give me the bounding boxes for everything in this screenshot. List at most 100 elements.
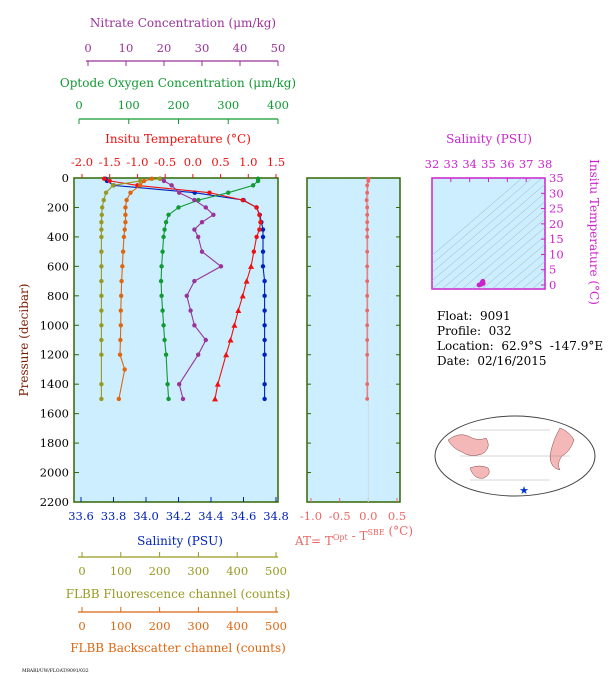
backscatter-point — [128, 190, 133, 195]
nitrate-point — [192, 323, 197, 328]
temperature-point — [251, 249, 257, 254]
temperature-point — [107, 178, 112, 184]
at-point — [366, 179, 371, 183]
fluorescence-point — [99, 381, 104, 387]
oxygen-point — [255, 178, 261, 184]
temperature-point — [240, 197, 245, 203]
fluorescence-tick-label: 400 — [226, 564, 248, 578]
salinity-point — [262, 337, 267, 343]
backscatter-point — [122, 227, 127, 232]
salinity-point — [260, 249, 266, 254]
ts-salinity-tick-label: 36 — [500, 157, 515, 171]
backscatter-point — [118, 337, 123, 343]
at-point — [365, 293, 370, 298]
backscatter-tick-label: 0 — [78, 619, 85, 633]
ts-temperature-tick-label: 35 — [549, 171, 564, 185]
nitrate-point — [180, 396, 186, 402]
oxygen-tick-label: 200 — [168, 98, 190, 112]
main-plot-area — [73, 177, 279, 503]
backscatter-point — [123, 205, 128, 210]
nitrate-tick-label: 40 — [233, 41, 248, 55]
profile-id: Profile: 032 — [437, 324, 512, 338]
backscatter-tick-label: 200 — [149, 619, 171, 633]
ts-density-contour — [432, 178, 523, 256]
oxygen-point — [226, 190, 231, 195]
nitrate-point — [211, 212, 216, 218]
temperature-series-line — [103, 178, 262, 400]
ts-density-contour — [491, 244, 545, 289]
pressure-tick-label: 2200 — [40, 495, 69, 509]
salinity-point — [262, 396, 267, 402]
pressure-tick-label: 400 — [47, 230, 69, 244]
fluorescence-tick-label: 300 — [187, 564, 209, 578]
fluorescence-point — [99, 212, 104, 218]
salinity-point — [260, 234, 266, 240]
oxygen-tick-label: 400 — [267, 98, 289, 112]
fluorescence-point — [99, 278, 104, 284]
at-axis-label-part: SBE — [367, 528, 384, 537]
at-point — [365, 323, 370, 328]
temperature-point — [254, 205, 259, 210]
fluorescence-tick-label: 500 — [265, 564, 287, 578]
backscatter-point — [122, 367, 127, 372]
ts-density-contour — [432, 192, 545, 289]
backscatter-point — [116, 396, 122, 402]
salinity-tick-label: 34.0 — [133, 509, 159, 523]
ts-density-contour — [432, 178, 533, 265]
nitrate-axis-label: Nitrate Concentration (μm/kg) — [90, 16, 276, 30]
fluorescence-tick-label: 200 — [149, 564, 171, 578]
ts-density-contour — [521, 269, 545, 289]
nitrate-point — [177, 381, 182, 387]
temperature-point — [212, 395, 219, 402]
ts-density-contour — [501, 252, 545, 289]
date: Date: 02/16/2015 — [437, 354, 547, 368]
temperature-tick-label: -2.0 — [71, 155, 93, 169]
ts-temperature-tick-label: 15 — [549, 232, 564, 246]
fluorescence-point — [103, 190, 109, 195]
pressure-tick-label: 1200 — [40, 348, 69, 362]
backscatter-point — [138, 183, 143, 188]
salinity-tick-label: 34.2 — [166, 509, 192, 523]
temperature-tick-label: -0.5 — [154, 155, 176, 169]
ts-temperature-tick-label: 30 — [549, 186, 564, 200]
salinity-point — [262, 278, 267, 284]
temperature-point — [257, 212, 262, 218]
salinity-point — [260, 227, 266, 232]
ts-salinity-tick-label: 37 — [519, 157, 534, 171]
nitrate-point — [196, 234, 201, 240]
fluorescence-point — [99, 249, 104, 254]
at-point — [365, 264, 370, 269]
backscatter-point — [118, 308, 124, 313]
footer-code: MBARI/UW/FLOAT/9091/032 — [22, 668, 89, 674]
backscatter-point — [120, 264, 125, 269]
at-point — [365, 338, 370, 342]
float-id: Float: 9091 — [437, 309, 511, 323]
map-landmass-asia — [447, 434, 489, 456]
pressure-tick-label: 1600 — [40, 407, 69, 421]
ts-salinity-tick-label: 34 — [462, 157, 477, 171]
nitrate-point — [192, 278, 197, 284]
backscatter-point — [123, 212, 128, 218]
salinity-point — [262, 323, 267, 328]
salinity-tick-label: 33.6 — [68, 509, 94, 523]
at-point — [365, 212, 370, 217]
ts-density-contour — [461, 218, 545, 289]
pressure-tick-label: 2000 — [40, 466, 69, 480]
oxygen-tick-label: 0 — [75, 98, 82, 112]
oxygen-point — [161, 323, 166, 328]
at-axis-label-part: Opt — [333, 533, 349, 542]
nitrate-point — [177, 190, 182, 195]
at-plot-area — [306, 177, 401, 503]
at-axis-label: AT= TOpt - TSBE (°C) — [294, 524, 413, 548]
nitrate-point — [196, 352, 201, 357]
at-point — [365, 397, 370, 401]
temperature-point — [254, 234, 259, 240]
backscatter-tick-label: 100 — [110, 619, 132, 633]
ts-density-contour — [451, 209, 545, 289]
nitrate-point — [203, 337, 208, 343]
oxygen-point — [163, 352, 169, 357]
ts-salinity-tick-label: 33 — [444, 157, 459, 171]
fluorescence-point — [99, 219, 104, 225]
pressure-tick-label: 1800 — [40, 436, 69, 450]
